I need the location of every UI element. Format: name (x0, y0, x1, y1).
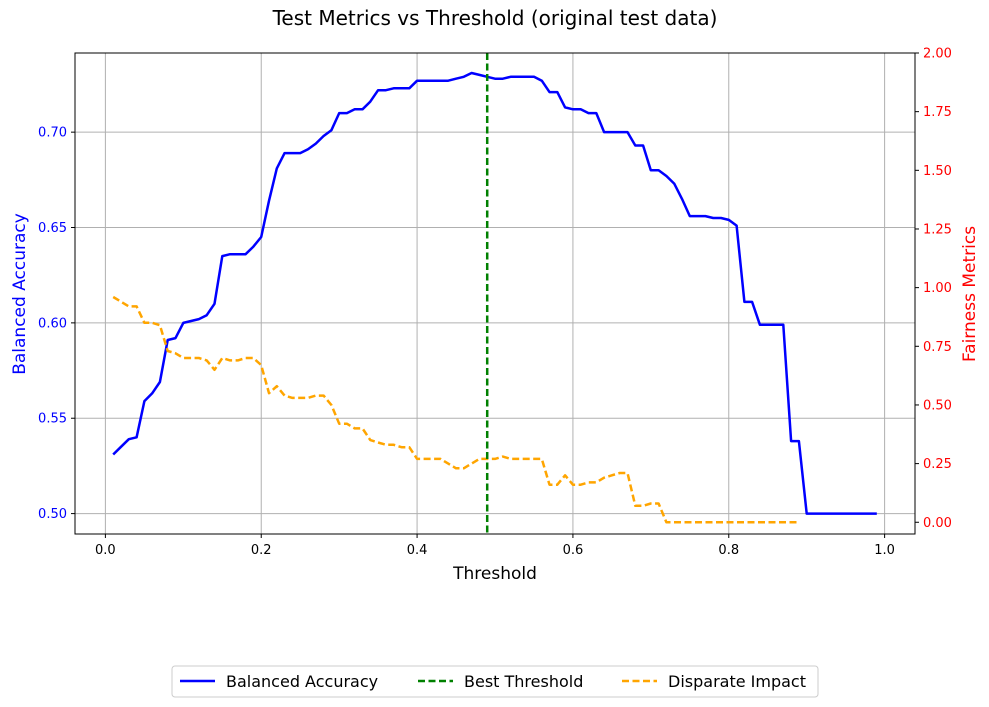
x-tick-label: 1.0 (874, 543, 895, 558)
series-line-balanced-accuracy (112, 71, 877, 515)
y-right-tick-label: 1.75 (923, 105, 952, 120)
x-tick-label: 0.6 (563, 543, 584, 558)
y-left-tick-label: 0.50 (38, 507, 67, 522)
y-right-axis-ticks: 0.00 0.25 0.50 0.75 1.00 1.25 1.50 1.75 2.00 (915, 47, 952, 531)
legend-box (171, 665, 819, 698)
legend-label-best-threshold: Best Threshold (464, 672, 583, 691)
y-left-axis-label: Balanced Accuracy (10, 213, 30, 375)
series-line-disparate-impact (112, 295, 799, 524)
y-left-axis-ticks: 0.50 0.55 0.60 0.65 0.70 (38, 126, 75, 522)
plot-frame (74, 52, 916, 535)
y-right-axis-label: Fairness Metrics (960, 226, 980, 362)
y-left-tick-label: 0.60 (38, 316, 67, 331)
chart-title: Test Metrics vs Threshold (original test… (272, 6, 718, 30)
y-left-tick-label: 0.55 (38, 412, 67, 427)
y-right-tick-label: 1.50 (923, 164, 952, 179)
x-tick-label: 0.2 (251, 543, 272, 558)
plot-lines (112, 53, 877, 534)
x-axis-ticks: 0.0 0.2 0.4 0.6 0.8 1.0 (95, 534, 895, 558)
y-left-tick-label: 0.65 (38, 221, 67, 236)
x-tick-label: 0.8 (718, 543, 739, 558)
y-left-tick-label: 0.70 (38, 126, 67, 141)
y-right-tick-label: 1.25 (923, 222, 952, 237)
x-axis-label: Threshold (452, 564, 537, 584)
y-right-tick-label: 2.00 (923, 47, 952, 62)
y-right-tick-label: 0.75 (923, 340, 952, 355)
legend-label-disparate-impact: Disparate Impact (668, 672, 806, 691)
x-tick-label: 0.0 (95, 543, 116, 558)
y-right-tick-label: 0.00 (923, 516, 952, 531)
x-tick-label: 0.4 (407, 543, 428, 558)
legend-label-balanced-accuracy: Balanced Accuracy (226, 672, 378, 691)
y-right-tick-label: 0.50 (923, 398, 952, 413)
legend: Balanced Accuracy Best Threshold Dispara… (171, 665, 819, 698)
y-right-tick-label: 1.00 (923, 281, 952, 296)
y-right-tick-label: 0.25 (923, 457, 952, 472)
grid (75, 53, 915, 534)
